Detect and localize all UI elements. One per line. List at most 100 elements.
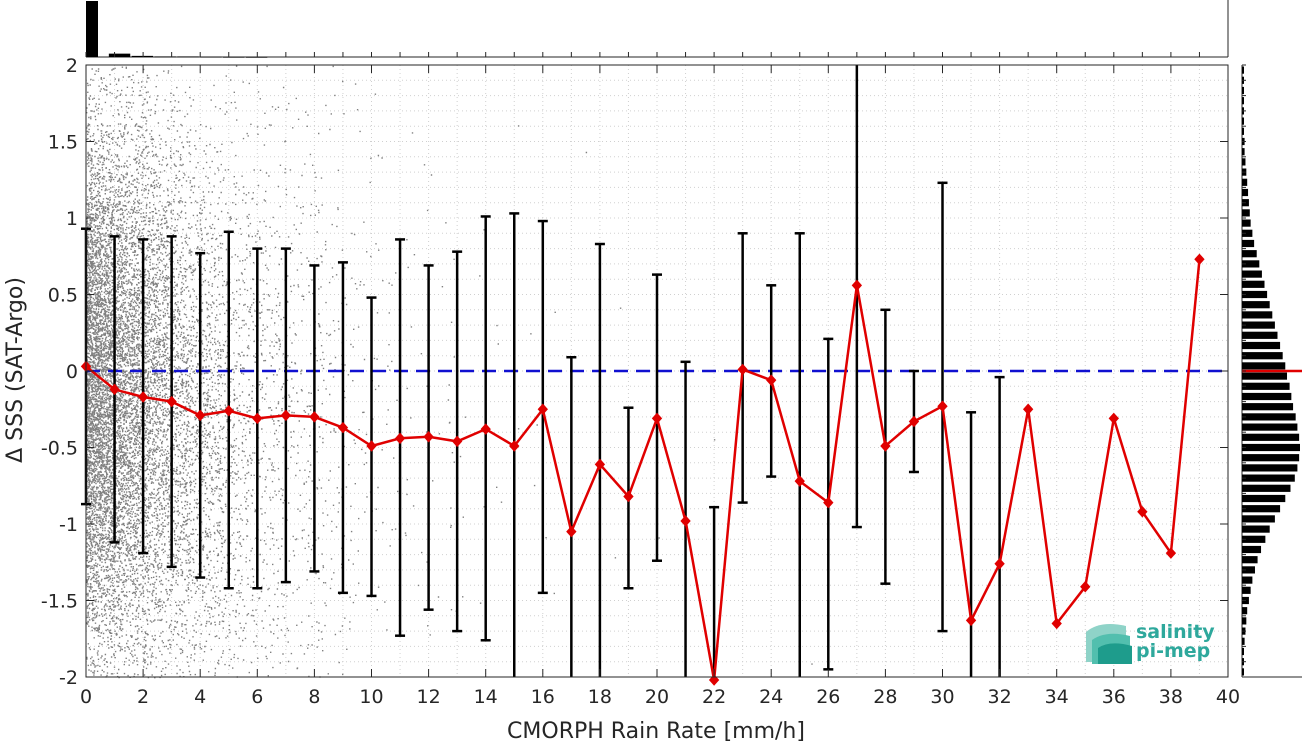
error-bar xyxy=(966,411,977,677)
y-histogram-bar xyxy=(1242,362,1286,370)
x-tick-label: 20 xyxy=(645,686,669,708)
x-tick-label: 0 xyxy=(80,686,92,708)
y-histogram-bar xyxy=(1242,474,1295,482)
y-histogram-bar xyxy=(1242,117,1244,125)
mean-marker xyxy=(223,405,234,417)
error-bar xyxy=(851,65,862,529)
y-histogram-bar xyxy=(1242,566,1255,574)
y-histogram-bar xyxy=(1242,403,1294,411)
y-histogram-bar xyxy=(1242,188,1249,197)
y-tick-label: -1 xyxy=(59,514,78,536)
mean-marker xyxy=(137,391,149,403)
error-bar xyxy=(709,505,720,677)
y-histogram-bar xyxy=(1242,260,1260,268)
mean-marker xyxy=(937,400,948,412)
mean-markers xyxy=(80,253,1205,686)
main-plot: 0 2 4 6 8 10 12 14 16 18 20 22 24 26 28 30 32 34 36 38 40 -2… xyxy=(41,55,1240,708)
y-histogram-bar xyxy=(1242,464,1298,472)
y-histogram-bar xyxy=(1242,668,1244,676)
y-histogram-bar xyxy=(1242,545,1262,554)
y-histogram-bar xyxy=(1242,494,1286,503)
y-histogram-bar xyxy=(1242,392,1292,401)
y-tick-label: -1.5 xyxy=(41,591,78,613)
y-tick-label: -2 xyxy=(59,667,78,689)
y-histogram-bar xyxy=(1242,454,1300,462)
x-tick-label: 34 xyxy=(1045,686,1069,708)
y-histogram-bar xyxy=(1242,229,1253,237)
y-histogram-bar xyxy=(1242,413,1296,421)
y-histogram-bar xyxy=(1242,209,1250,217)
mean-marker xyxy=(737,363,748,376)
y-tick-label: 1.5 xyxy=(48,132,78,154)
mean-marker xyxy=(1137,506,1148,518)
mean-marker xyxy=(109,383,120,396)
y-histogram-bar xyxy=(1242,352,1283,360)
y-histogram-bar xyxy=(1242,239,1255,248)
mean-marker xyxy=(509,440,520,452)
mean-marker xyxy=(1080,580,1091,593)
x-tick-label: 18 xyxy=(588,686,612,708)
x-histogram-bar xyxy=(245,56,268,58)
mean-marker xyxy=(851,279,863,292)
x-tick-label: 22 xyxy=(702,686,726,708)
x-tick-label: 6 xyxy=(251,686,263,708)
mean-marker xyxy=(366,440,377,452)
y-histogram-bar xyxy=(1242,331,1278,339)
mean-marker xyxy=(594,458,606,471)
x-tick-label: 24 xyxy=(759,686,783,708)
y-tick-label: 2 xyxy=(66,55,78,77)
x-tick-label: 36 xyxy=(1102,686,1126,708)
x-tick-label: 32 xyxy=(988,686,1012,708)
mean-marker xyxy=(651,412,663,425)
mean-marker xyxy=(623,490,634,503)
mean-marker xyxy=(1165,547,1177,559)
y-histogram-bar xyxy=(1242,647,1244,656)
mean-marker xyxy=(965,614,977,627)
x-histogram-bar xyxy=(131,55,154,57)
y-axis-label: Δ SSS (SAT-Argo) xyxy=(3,277,28,463)
mean-marker xyxy=(823,496,834,509)
x-axis-label: CMORPH Rain Rate [mm/h] xyxy=(507,719,805,744)
x-axis-ticks: 0 2 4 6 8 10 12 14 16 18 20 22 24 26 28 30 32 34 36 38 40 xyxy=(80,65,1240,708)
y-histogram-bar xyxy=(1242,617,1247,625)
y-histogram-bar xyxy=(1242,290,1268,299)
y-tick-label: 0.5 xyxy=(48,285,78,307)
y-histogram-bar xyxy=(1242,158,1246,166)
x-tick-label: 12 xyxy=(417,686,441,708)
error-bar xyxy=(794,232,805,677)
mean-marker xyxy=(1051,617,1062,630)
y-histogram-bar xyxy=(1242,219,1251,227)
y-histogram-bar xyxy=(1242,66,1244,74)
y-tick-label: 0 xyxy=(66,361,78,383)
mean-marker xyxy=(708,674,720,686)
mean-marker xyxy=(309,411,320,423)
x-tick-label: 16 xyxy=(531,686,555,708)
mean-marker xyxy=(766,374,777,386)
mean-marker xyxy=(680,515,691,527)
x-tick-label: 26 xyxy=(816,686,840,708)
x-histogram-bar xyxy=(223,56,245,58)
logo-mark-icon xyxy=(1086,624,1132,664)
y-histogram-bar xyxy=(1242,341,1281,350)
y-histogram-bar xyxy=(1242,525,1270,533)
x-tick-label: 40 xyxy=(1216,686,1240,708)
y-histogram-bar xyxy=(1242,443,1300,452)
salinity-pi-mep-logo: salinity pi-mep xyxy=(1086,621,1215,664)
x-histogram-bar xyxy=(108,53,131,57)
y-histogram-bar xyxy=(1242,505,1281,513)
mean-marker xyxy=(880,440,891,452)
y-axis-ticks: -2 -1.5 -1 -0.5 0 0.5 1 1.5 2 xyxy=(41,55,1228,689)
x-tick-label: 30 xyxy=(930,686,954,708)
mean-marker xyxy=(994,558,1005,570)
mean-marker xyxy=(537,403,548,415)
x-tick-label: 14 xyxy=(474,686,498,708)
x-tick-label: 2 xyxy=(137,686,149,708)
y-histogram xyxy=(1241,64,1302,678)
y-histogram-bar xyxy=(1242,484,1291,492)
x-histogram-bar xyxy=(177,56,199,58)
y-histogram-bar xyxy=(1242,433,1300,441)
logo-line2: pi-mep xyxy=(1136,640,1210,662)
y-histogram-bar xyxy=(1242,148,1245,156)
y-histogram-bar xyxy=(1242,607,1248,615)
